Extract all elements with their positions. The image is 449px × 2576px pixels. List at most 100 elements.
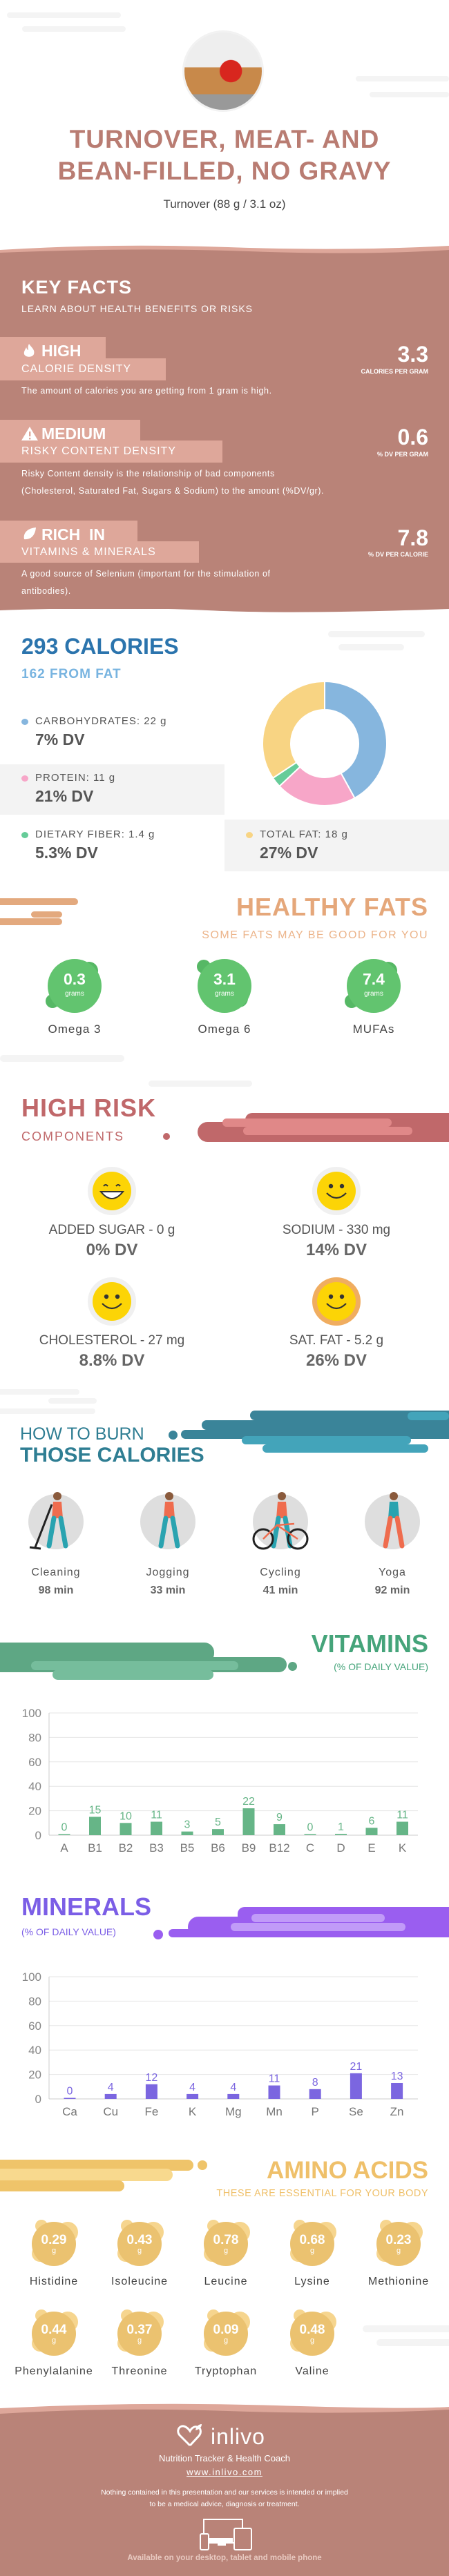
cycling-icon [252, 1492, 309, 1550]
activity-name: Cleaning [31, 1567, 81, 1578]
bubble-decoration [117, 2222, 162, 2266]
bar-value-label: 15 [89, 1804, 102, 1816]
fact-level: RICH IN [41, 525, 105, 543]
carbohydrates-dv: 7% DV [35, 730, 85, 748]
bubble-decoration [290, 2312, 334, 2356]
bar-value-label: 11 [269, 2073, 280, 2085]
green-decoration-dot [288, 1662, 297, 1671]
bar-c [304, 1834, 316, 1835]
x-tick-label: Se [349, 2105, 363, 2118]
bubble-decoration [204, 2312, 248, 2356]
fact-value: 7.8 [397, 525, 428, 550]
bar-e [365, 1828, 378, 1835]
x-tick-label: B6 [211, 1841, 225, 1854]
fat-value: 0.3 [64, 970, 86, 988]
macro-donut-chart [262, 680, 388, 806]
fact-label: RISKY CONTENT DENSITY [21, 445, 176, 457]
smiling-face-icon [317, 1282, 356, 1321]
grinning-face-icon [93, 1172, 131, 1210]
bar-b12 [274, 1824, 285, 1835]
purple-decoration [251, 1914, 385, 1922]
bubble-decoration [198, 959, 251, 1013]
fact-value: 0.6 [397, 425, 428, 449]
y-tick-label: 40 [28, 1780, 41, 1793]
cloud-decoration [0, 1408, 95, 1414]
y-tick-label: 40 [28, 2044, 41, 2057]
minerals-subtitle: (% OF DAILY VALUE) [21, 1926, 116, 1937]
red-decoration [222, 1118, 392, 1127]
cloud-decoration [338, 644, 404, 650]
bar-value-label: 4 [108, 2082, 114, 2093]
risk-dv: 14% DV [305, 1241, 367, 1259]
fat-unit: grams [364, 990, 383, 998]
bar-b1 [89, 1817, 101, 1835]
amino-unit: g [309, 2336, 315, 2345]
fact-label: CALORIE DENSITY [21, 363, 132, 375]
cleaning-icon [28, 1492, 84, 1550]
high-risk-title: HIGH RISK [21, 1094, 157, 1122]
bar-value-label: 3 [184, 1819, 191, 1831]
fact-description-line1: Risky Content density is the relationshi… [21, 469, 275, 478]
teal-decoration-dot [169, 1431, 178, 1440]
teal-decoration [408, 1412, 449, 1420]
fiber-label: DIETARY FIBER: 1.4 g [35, 829, 155, 840]
bubble-decoration [347, 959, 401, 1013]
bar-b6 [212, 1829, 224, 1835]
bubble-decoration [48, 959, 102, 1013]
amino-unit: g [309, 2247, 315, 2255]
risk-label: ADDED SUGAR - 0 g [48, 1223, 175, 1237]
bar-fe [145, 2084, 157, 2099]
y-tick-label: 100 [22, 1970, 41, 1984]
healthy-fats-subtitle: SOME FATS MAY BE GOOD FOR YOU [202, 929, 428, 941]
bar-value-label: 0 [61, 1822, 68, 1834]
bar-value-label: 10 [120, 1810, 132, 1822]
x-tick-label: Ca [62, 2105, 77, 2118]
activity-name: Jogging [146, 1567, 190, 1578]
y-tick-label: 60 [28, 2020, 41, 2033]
amino-value: 0.37 [126, 2323, 153, 2337]
bar-value-label: 4 [230, 2082, 236, 2093]
green-decoration [52, 1669, 213, 1680]
x-tick-label: Mn [266, 2105, 283, 2118]
green-decoration [31, 1661, 238, 1670]
y-tick-label: 20 [28, 2069, 41, 2082]
jogging-icon [140, 1492, 195, 1549]
vitamins-subtitle: (% OF DAILY VALUE) [334, 1661, 428, 1672]
vitamins-title: VITAMINS [311, 1629, 428, 1658]
orange-decoration [0, 898, 78, 905]
disclaimer-line1: Nothing contained in this presentation a… [101, 2488, 348, 2497]
activity-duration: 41 min [262, 1585, 298, 1596]
bubble-decoration [290, 2222, 334, 2266]
minerals-title: MINERALS [21, 1892, 151, 1921]
bar-p [309, 2089, 321, 2099]
risk-label: SODIUM - 330 mg [282, 1223, 391, 1237]
bubble-decoration [32, 2312, 76, 2356]
burn-title-line2: THOSE CALORIES [20, 1444, 204, 1466]
y-tick-label: 100 [22, 1707, 41, 1720]
fire-icon [23, 344, 35, 357]
bubble-decoration [32, 2222, 76, 2266]
activity-duration: 92 min [374, 1585, 410, 1596]
protein-dv: 21% DV [35, 787, 94, 805]
cloud-decoration [370, 92, 449, 97]
x-tick-label: Cu [103, 2105, 118, 2118]
risk-dv: 0% DV [86, 1241, 138, 1259]
bubble-decoration [204, 2222, 248, 2266]
amino-unit: g [223, 2247, 229, 2255]
footer-url-link[interactable]: www.inlivo.com [187, 2467, 262, 2477]
amino-value: 0.44 [41, 2323, 67, 2337]
page-title-line2: BEAN-FILLED, NO GRAVY [57, 157, 392, 185]
red-decoration-dot [163, 1133, 170, 1140]
warning-icon [21, 427, 38, 440]
teal-decoration [202, 1420, 449, 1430]
x-tick-label: K [399, 1841, 407, 1854]
bar-value-label: 11 [151, 1810, 162, 1821]
bar-b9 [242, 1808, 255, 1835]
bar-mg [227, 2093, 240, 2099]
y-tick-label: 0 [35, 1829, 41, 1842]
purple-decoration [238, 1907, 449, 1937]
calories-total: 293 CALORIES [21, 634, 179, 659]
fat-unit: grams [215, 990, 234, 998]
fat-dot [246, 832, 253, 838]
teal-decoration [242, 1436, 411, 1444]
